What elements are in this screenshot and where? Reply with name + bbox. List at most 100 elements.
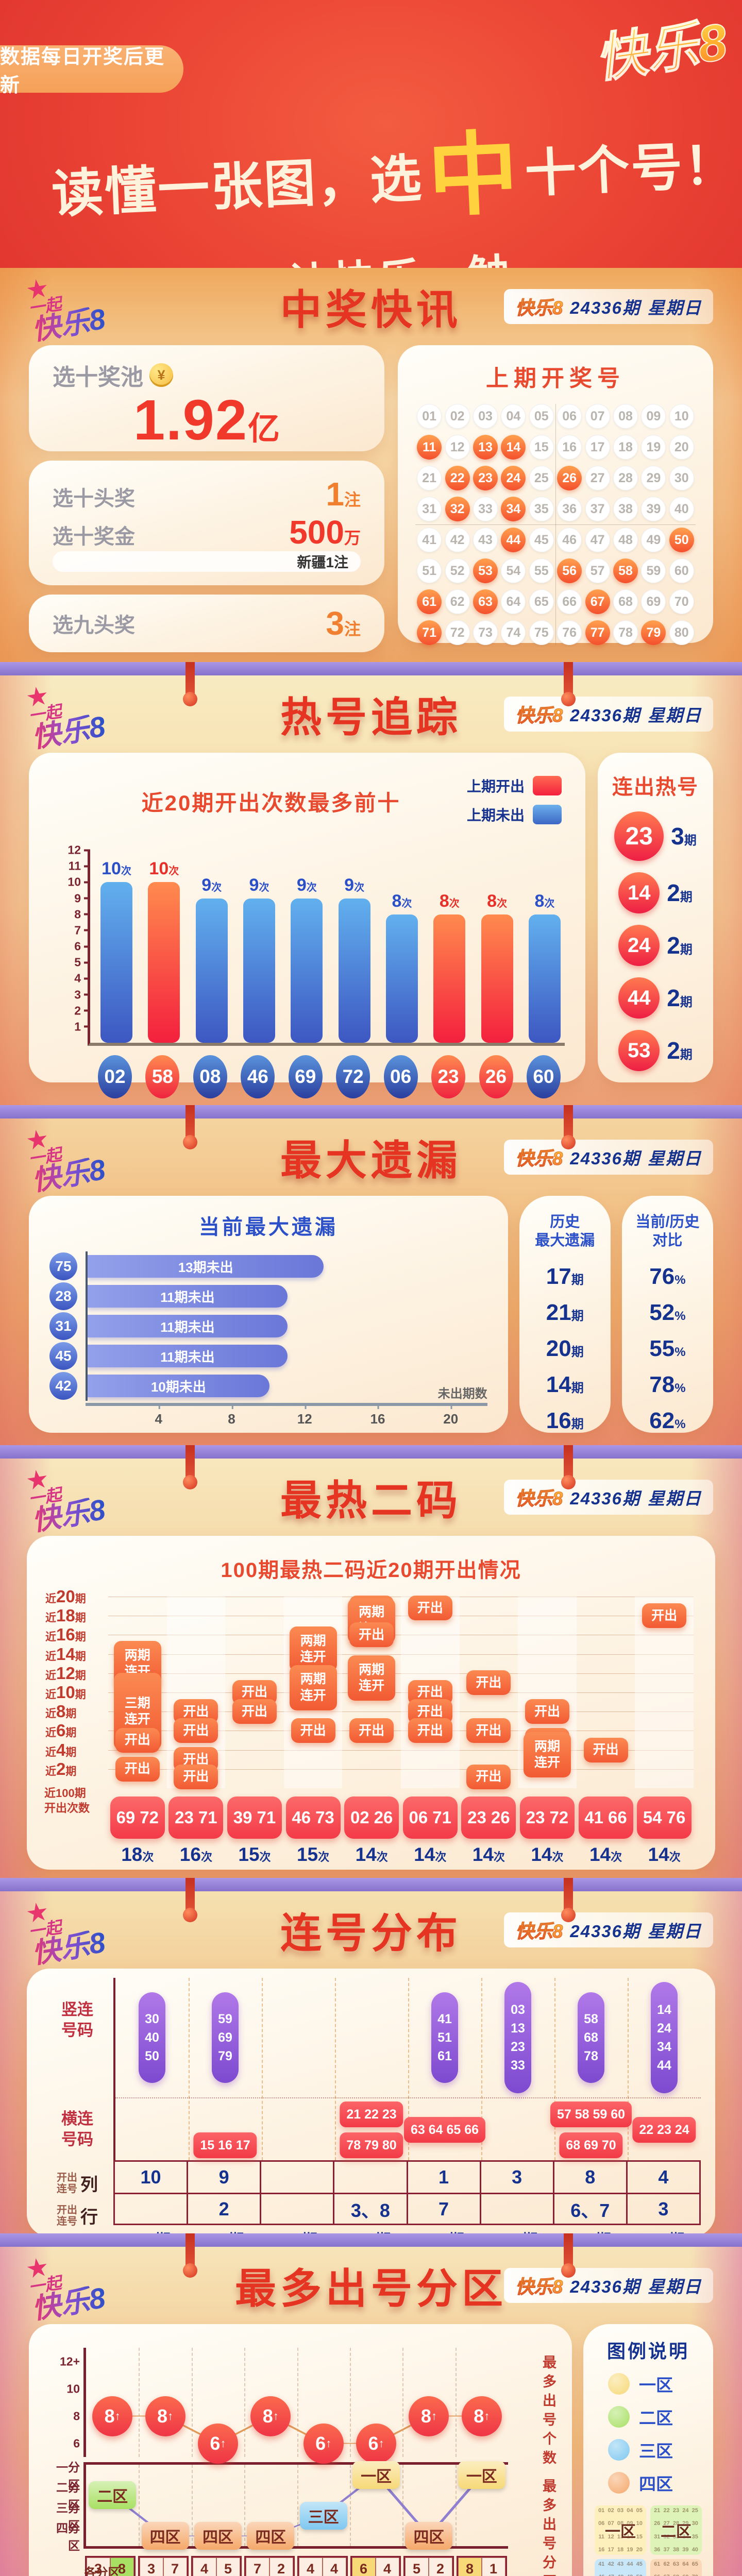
y-tick-label: 4 <box>58 972 90 986</box>
grid-line <box>554 1978 555 2160</box>
draw-number: 05 <box>529 404 554 429</box>
draw-number: 62 <box>445 589 470 614</box>
draw-number: 63 <box>473 589 498 614</box>
draw-number: 10 <box>669 404 694 429</box>
omission-bar: 11期未出 <box>88 1345 288 1367</box>
table-cell <box>260 2194 333 2224</box>
grid-divider <box>555 404 556 645</box>
hot-bar <box>338 898 370 1043</box>
grid-line <box>108 1711 694 1713</box>
x-tick: 12 <box>297 1404 312 1427</box>
vertical-pill: 14 24 34 44 <box>651 1982 678 2093</box>
y-category-label: 四分区 <box>56 2521 80 2553</box>
draw-number: 35 <box>529 497 554 521</box>
y-tick-label: 9 <box>58 891 90 905</box>
zone-grid: 5258 <box>403 2556 454 2576</box>
section-divider <box>0 1105 742 1118</box>
draw-number: 58 <box>613 558 638 583</box>
bar-value: 10次 <box>102 859 131 879</box>
draw-number: 64 <box>501 589 526 614</box>
grid-line <box>108 1692 694 1693</box>
streak-title: 连出热号 <box>612 776 699 799</box>
draw-number: 57 <box>585 558 610 583</box>
pin-decoration <box>185 1878 195 1921</box>
grid-divider <box>415 524 696 525</box>
draw-number: 70 <box>669 589 694 614</box>
draw-number: 21 <box>417 466 442 490</box>
grid-line <box>139 2348 140 2457</box>
bar-number: 60 <box>526 1055 561 1098</box>
event-badge: 两期连开 <box>523 1732 571 1777</box>
hero-text-segment: 中 <box>426 123 522 228</box>
zone-grid-value: 4 <box>298 2557 323 2576</box>
draw-number: 50 <box>669 528 694 552</box>
pair-column: 开出 开出 <box>225 1597 284 1788</box>
zone-grid-value: 3 <box>139 2557 163 2576</box>
draw-number: 51 <box>417 558 442 583</box>
y-row-label: 近20期 <box>45 1587 86 1606</box>
zone-grid: 6446 <box>350 2556 401 2576</box>
y-category-label: 三分区 <box>56 2501 80 2532</box>
chart-legend: 上期开出 上期未出 <box>467 775 562 825</box>
grid-line <box>108 1654 694 1655</box>
bar-number: 06 <box>383 1055 418 1098</box>
draw-number: 54 <box>501 558 526 583</box>
y-tick-label: 12 <box>58 843 90 857</box>
pair-pill: 02 26 <box>344 1797 399 1839</box>
table-cell <box>479 2194 553 2224</box>
section-title: 最多出号分区 <box>235 2266 507 2312</box>
event-badge: 两期连开 <box>289 1626 337 1672</box>
y-tick-label: 7 <box>58 923 90 937</box>
grid-line <box>349 2348 351 2457</box>
draw-number: 74 <box>501 620 526 645</box>
side-logo: ★ 一起 快乐8 <box>24 1120 108 1197</box>
legend-swatch <box>608 2373 630 2395</box>
draw-number: 29 <box>641 466 666 490</box>
zone-grid-value: 4 <box>192 2557 216 2576</box>
tick-mark <box>84 865 90 868</box>
section-title: 热号追踪 <box>280 694 462 740</box>
draw-number: 36 <box>557 497 582 521</box>
side-logo: ★ 一起 快乐8 <box>24 677 108 754</box>
update-note-pill: 数据每日开奖后更新 <box>0 45 183 96</box>
event-badge: 开出 <box>642 1603 687 1629</box>
draw-number: 53 <box>473 558 498 583</box>
draw-number: 08 <box>613 404 638 429</box>
history-value: 21期 <box>546 1300 584 1325</box>
zone-badge: 四区 <box>194 2522 242 2550</box>
y-tick-label: 6 <box>58 940 90 954</box>
pair-pill: 06 71 <box>402 1797 458 1839</box>
x-tick: 16 <box>370 1404 385 1427</box>
pair-times: 16次 <box>179 1844 212 1865</box>
draw-number: 41 <box>417 528 442 552</box>
chart-title: 近20期开出次数最多前十 <box>141 791 401 815</box>
y-category-label: 二分区 <box>56 2481 80 2512</box>
event-badge: 开出 <box>349 1622 394 1648</box>
grid-line <box>481 1978 482 2160</box>
issue-badge: 快乐8 24336期 星期日 <box>504 289 713 324</box>
horizontal-pill: 63 64 65 66 <box>403 2117 486 2143</box>
y-tick-label: 12+ <box>59 2354 80 2368</box>
pair-cell: 54 76 <box>635 1797 694 1839</box>
streak-count: 2期 <box>667 932 693 959</box>
draw-number: 33 <box>473 497 498 521</box>
streak-item: 24 2期 <box>614 925 697 966</box>
tick-mark <box>84 881 90 884</box>
legend-swatch <box>608 2406 630 2428</box>
pair-column: 开出两期连开开出两期连开开出 <box>342 1596 401 1788</box>
ratio-value: 78% <box>649 1372 686 1397</box>
ratio-value: 76% <box>649 1264 686 1289</box>
bar-number: 02 <box>98 1055 132 1098</box>
pair-times: 14次 <box>648 1844 681 1865</box>
legend-item: 二区 <box>595 2404 702 2429</box>
omission-row: 42 10期未出 <box>49 1371 487 1401</box>
legend-item: 一区 <box>595 2371 702 2396</box>
draw-number: 30 <box>669 466 694 490</box>
horizontal-pill: 22 23 24 <box>632 2117 696 2143</box>
draw-number: 65 <box>529 589 554 614</box>
horizontal-pill: 21 22 23 <box>340 2102 403 2127</box>
pair-times: 14次 <box>472 1844 505 1865</box>
zone-path-chart: 一分区 二分区 三分区 四分区 二区 四区 四区 四区 三区 一区 四区 一区 <box>56 2461 508 2552</box>
pair-column: 开出 <box>577 1597 635 1788</box>
pin-decoration <box>564 662 574 705</box>
